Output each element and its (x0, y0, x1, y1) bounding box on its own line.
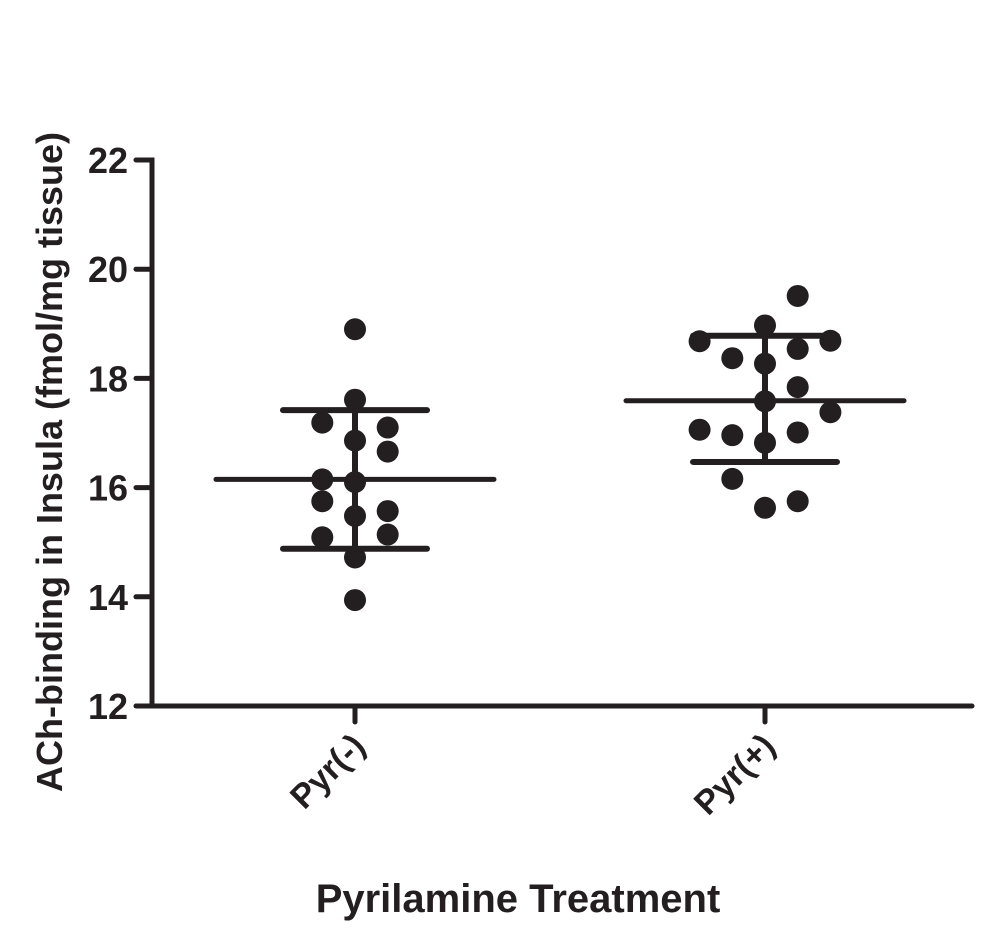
data-point (786, 337, 809, 360)
x-tick-label: Pyr(+) (687, 727, 783, 823)
data-point (344, 589, 366, 612)
y-tick-label: 12 (88, 686, 128, 727)
data-point (786, 376, 809, 399)
data-point (344, 388, 366, 411)
y-tick-label: 14 (88, 577, 128, 618)
data-point (786, 421, 809, 444)
data-point (721, 347, 744, 370)
y-tick-label: 20 (88, 249, 128, 290)
data-point (721, 424, 744, 447)
y-tick-label: 18 (88, 358, 128, 399)
y-axis-label: ACh-binding in Insula (fmol/mg tissue) (29, 132, 70, 792)
x-tick-label: Pyr(-) (283, 727, 373, 817)
data-point (311, 411, 334, 434)
data-point (376, 523, 399, 546)
data-point (376, 416, 399, 439)
x-axis-label: Pyrilamine Treatment (316, 877, 721, 921)
data-point (786, 490, 809, 513)
data-point (311, 490, 334, 513)
data-point (786, 284, 809, 307)
data-point (754, 496, 776, 519)
y-tick-label: 16 (88, 468, 128, 509)
data-point (376, 440, 399, 463)
y-tick-label: 22 (88, 140, 128, 181)
data-point (344, 546, 366, 569)
data-point (819, 401, 842, 424)
data-point (754, 314, 776, 337)
data-point (344, 318, 366, 341)
data-point (721, 467, 744, 490)
marks (213, 284, 907, 612)
data-point (376, 500, 399, 523)
data-point (688, 418, 711, 441)
data-point (311, 526, 334, 549)
